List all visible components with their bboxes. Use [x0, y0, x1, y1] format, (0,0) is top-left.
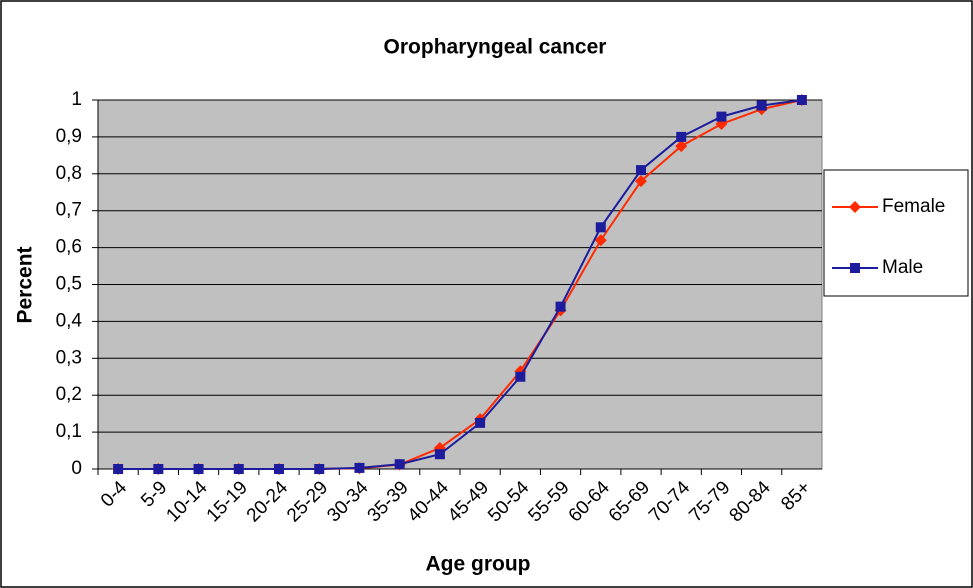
legend-marker	[849, 201, 861, 213]
y-tick-label: 0,3	[56, 347, 82, 368]
legend-label: Male	[882, 257, 923, 278]
data-point	[314, 464, 325, 474]
data-point	[716, 111, 727, 122]
data-point	[675, 140, 688, 153]
y-tick-label: 0,8	[56, 163, 82, 184]
legend-marker	[850, 263, 860, 273]
data-point	[756, 100, 767, 111]
y-tick-label: 0,6	[56, 237, 82, 258]
series-line	[118, 99, 803, 470]
data-point	[354, 462, 365, 473]
data-point	[515, 371, 526, 382]
legend-label: Female	[882, 196, 945, 217]
data-point	[113, 464, 124, 474]
data-point	[434, 449, 445, 460]
data-point	[555, 301, 566, 312]
y-tick-label: 0,9	[56, 126, 82, 147]
y-tick-label: 0,5	[56, 274, 82, 295]
data-point	[796, 95, 807, 105]
data-point	[233, 464, 244, 474]
data-point	[153, 464, 164, 474]
data-point	[595, 222, 606, 233]
data-point	[475, 417, 486, 428]
data-point	[193, 464, 204, 474]
y-tick-label: 0	[71, 458, 82, 479]
y-axis-label: Percent	[14, 246, 37, 323]
y-tick-label: 0,4	[56, 310, 83, 331]
y-tick-label: 0,1	[56, 421, 82, 442]
data-point	[594, 234, 607, 247]
data-point	[636, 165, 646, 176]
data-point	[635, 175, 647, 188]
legend	[823, 169, 969, 297]
y-tick-label: 0,2	[56, 384, 82, 405]
y-tick-label: 1	[71, 89, 82, 110]
chart-title: Oropharyngeal cancer	[384, 36, 607, 59]
y-tick-label: 0,7	[56, 200, 82, 221]
data-point	[676, 131, 687, 142]
x-axis-label: Age group	[426, 553, 531, 576]
data-point	[394, 459, 405, 470]
data-point	[274, 464, 284, 474]
